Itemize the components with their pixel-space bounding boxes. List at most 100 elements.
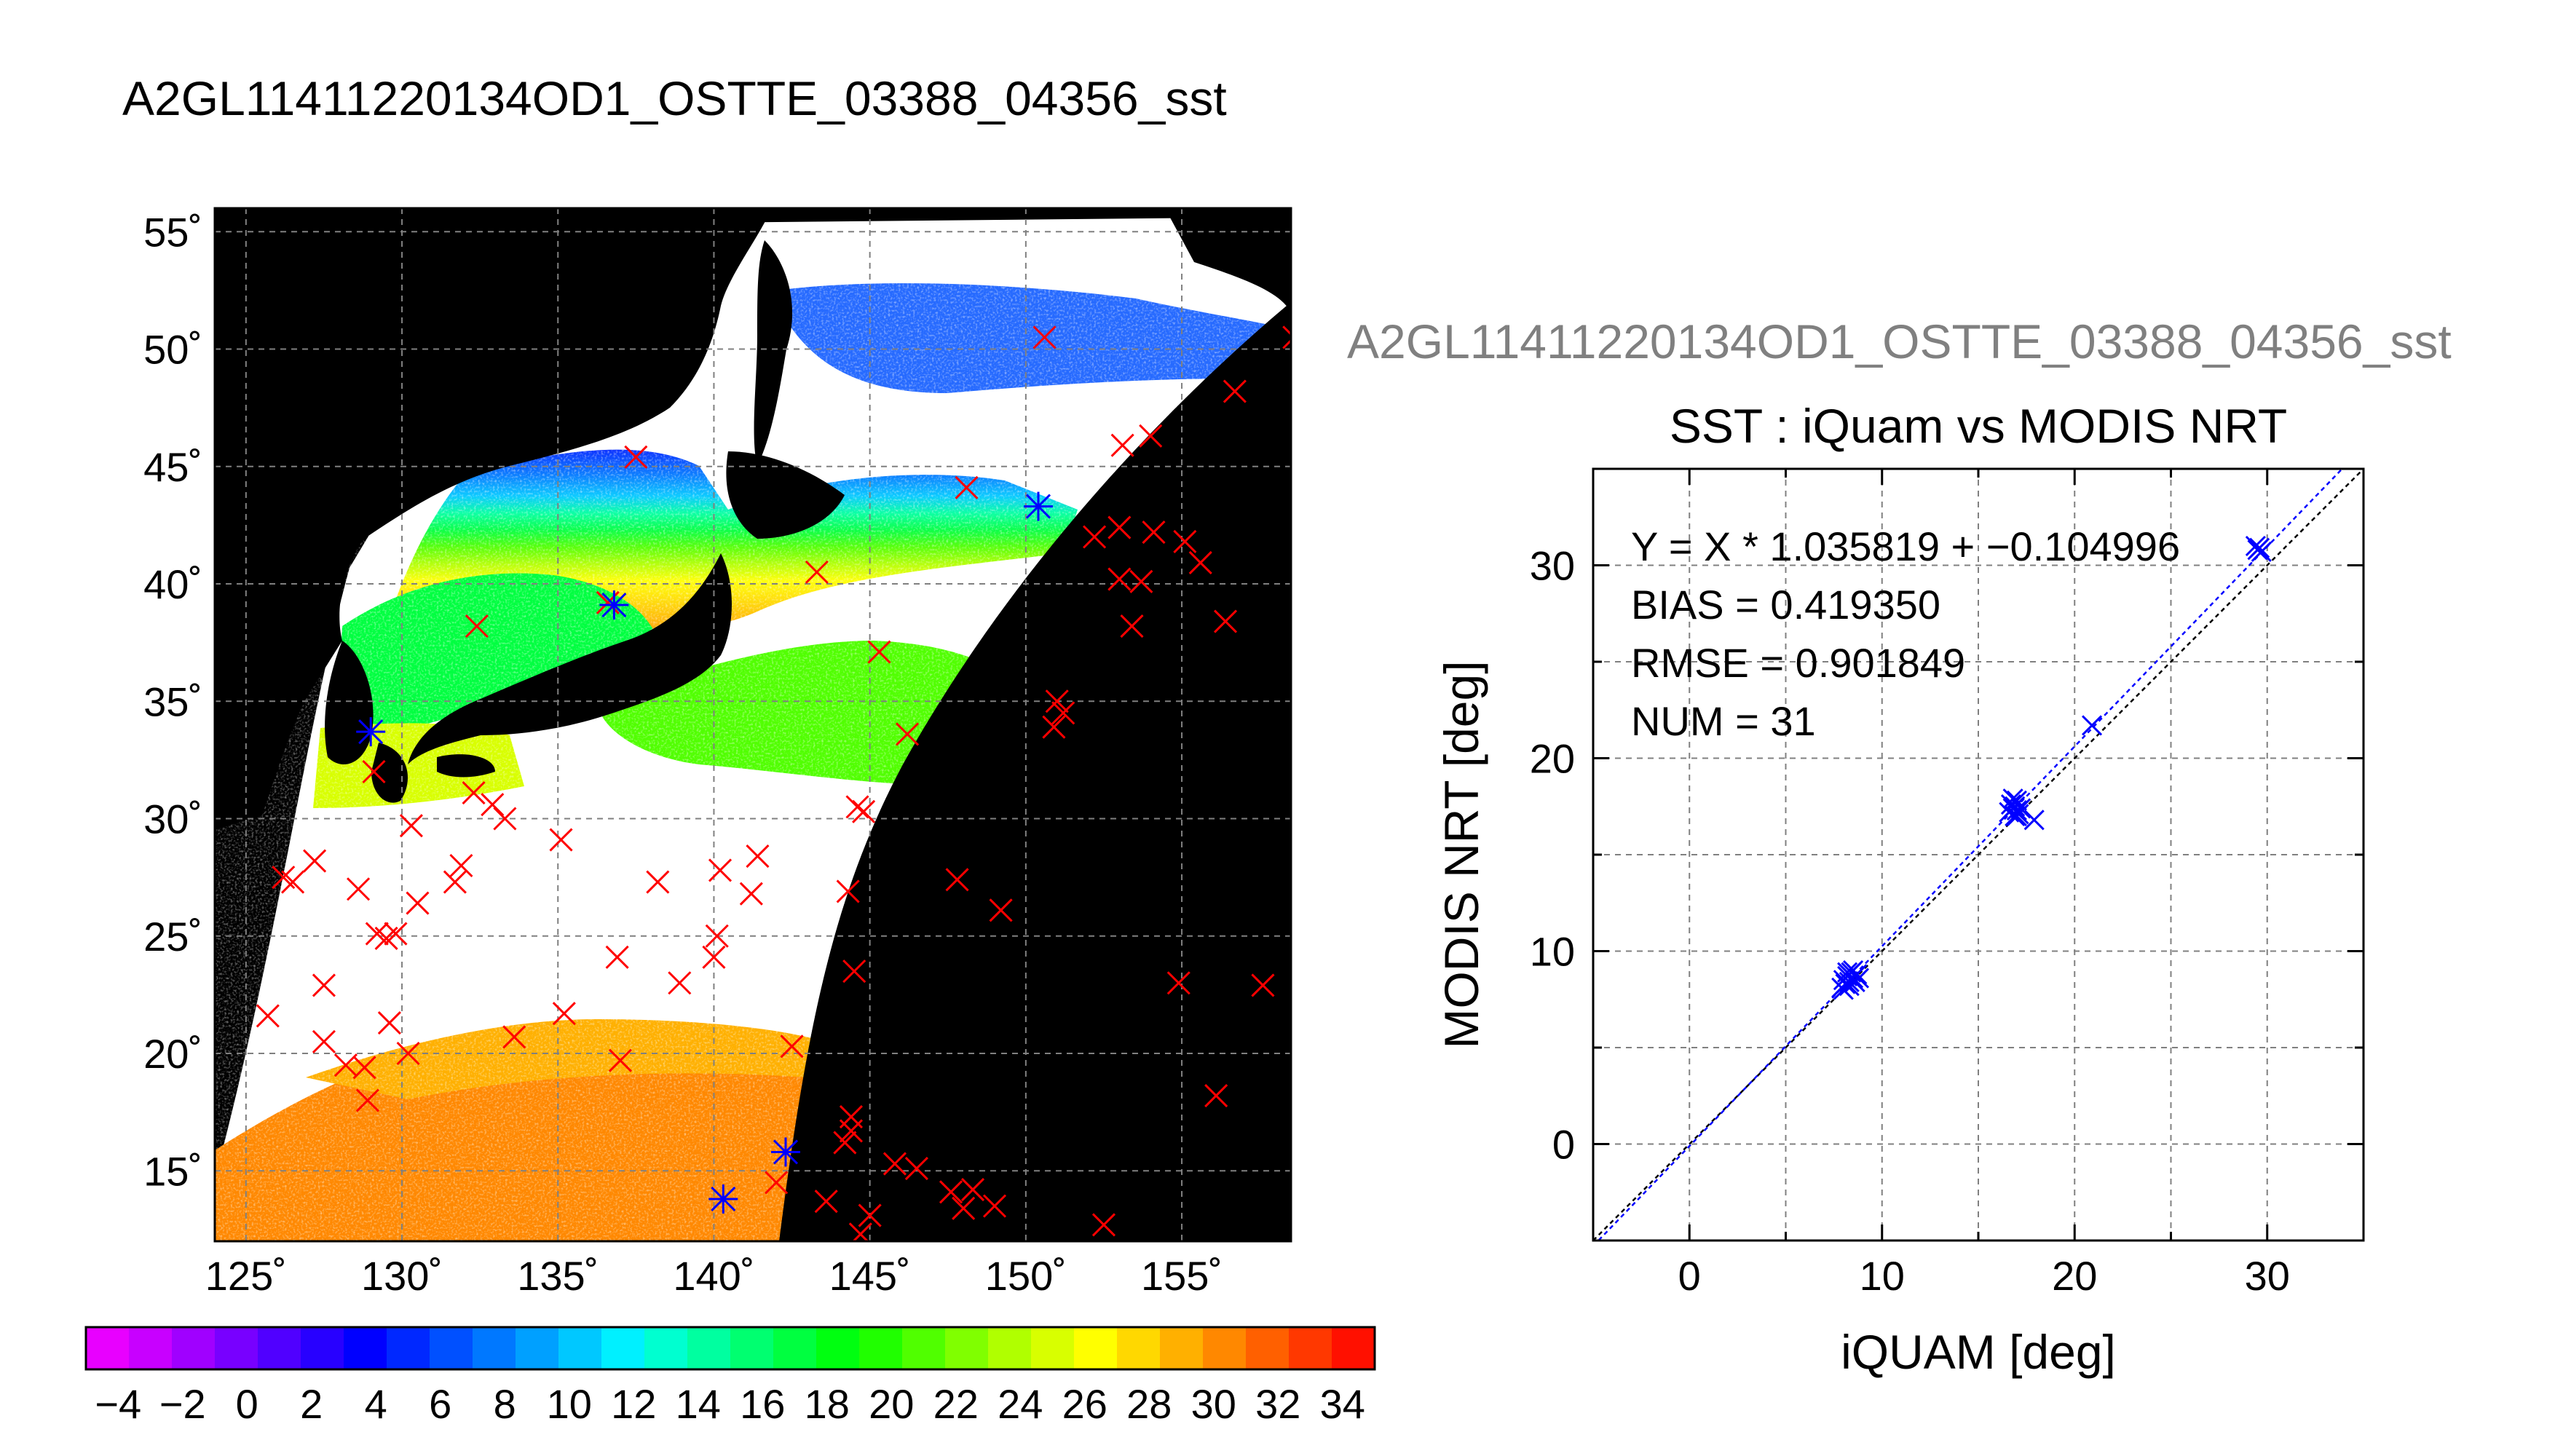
x-tick-label: 30 <box>2245 1253 2290 1299</box>
colorbar-tick-label: 12 <box>611 1381 656 1427</box>
unmatched-point <box>384 922 408 946</box>
unmatched-point <box>982 1194 1007 1218</box>
scatter-ticks: 0 10 20 30 0 10 20 30 <box>1530 467 2365 1299</box>
unmatched-point <box>814 1190 838 1214</box>
unmatched-point <box>1110 433 1134 457</box>
colorbar-swatch <box>1246 1327 1290 1369</box>
unmatched-point <box>399 814 423 838</box>
unmatched-point-b <box>552 1002 576 1026</box>
unmatched-point <box>852 799 876 823</box>
colorbar-swatch <box>859 1327 903 1369</box>
unmatched-point-b <box>399 814 423 838</box>
unmatched-point <box>952 1196 976 1220</box>
scatter-point-b <box>2000 794 2022 815</box>
x-tick-label: 0 <box>1678 1253 1701 1299</box>
unmatched-point-b <box>852 1222 872 1241</box>
unmatched-point <box>848 1222 872 1241</box>
unmatched-point-b <box>1083 525 1107 549</box>
colorbar-swatch <box>430 1327 473 1369</box>
lon-tick-label: 145˚ <box>829 1253 911 1299</box>
unmatched-point <box>989 898 1013 922</box>
unmatched-point-b <box>702 945 726 969</box>
unmatched-point-b <box>833 1131 857 1155</box>
stat-num: NUM = 31 <box>1631 698 1816 744</box>
unmatched-point <box>668 971 692 995</box>
unmatched-point-b <box>1251 973 1275 997</box>
unmatched-point <box>449 853 473 878</box>
colorbar: −4 −2 0 2 4 6 8 10 12 14 16 18 20 22 24 26 28 30 32 34 <box>84 1326 1376 1427</box>
unmatched-point-b <box>365 922 389 946</box>
unmatched-point-b <box>605 945 629 969</box>
scatter-point <box>2081 715 2103 736</box>
colorbar-tick-labels: −4 −2 0 2 4 6 8 10 12 14 16 18 20 22 24 26 28 30 32 34 <box>95 1381 1365 1427</box>
scatter-point-b <box>1839 971 1860 992</box>
unmatched-point <box>312 973 336 997</box>
matched-point <box>599 590 629 620</box>
colorbar-swatch <box>1117 1327 1161 1369</box>
scatter-point-b <box>1837 962 1858 983</box>
unmatched-point <box>836 879 860 903</box>
unmatched-point <box>882 1152 907 1176</box>
colorbar-swatch <box>344 1327 387 1369</box>
y-tick-label: 30 <box>1530 543 1575 589</box>
colorbar-swatch <box>601 1327 645 1369</box>
unmatched-point-b <box>765 1171 789 1195</box>
unmatched-point <box>552 1002 576 1026</box>
unmatched-point <box>1282 325 1291 349</box>
unmatched-point-b <box>904 1156 928 1181</box>
unmatched-point-b <box>384 922 408 946</box>
unmatched-point-b <box>377 1011 401 1035</box>
colorbar-swatch <box>172 1327 216 1369</box>
unmatched-point-b <box>945 868 969 892</box>
colorbar-swatch <box>473 1327 516 1369</box>
unmatched-point-b <box>1091 1213 1116 1237</box>
colorbar-swatch <box>687 1327 731 1369</box>
unmatched-point-b <box>836 879 860 903</box>
unmatched-point <box>303 849 327 873</box>
lat-tick-label: 40˚ <box>143 561 202 607</box>
unmatched-point-b <box>396 1041 420 1066</box>
unmatched-point <box>960 1177 985 1202</box>
unmatched-point-b <box>939 1180 963 1204</box>
unmatched-point-b <box>493 807 517 831</box>
colorbar-tick-label: 6 <box>429 1381 451 1427</box>
unmatched-point <box>646 870 670 894</box>
scatter-point-b <box>1843 960 1864 981</box>
unmatched-point <box>312 1029 336 1053</box>
unmatched-point <box>1251 973 1275 997</box>
matched-point <box>770 1137 800 1167</box>
unmatched-point-b <box>852 799 876 823</box>
unmatched-point-b <box>608 1048 632 1072</box>
unmatched-point-b <box>989 898 1013 922</box>
unmatched-point <box>462 780 486 805</box>
scatter-point-b <box>2023 810 2045 831</box>
colorbar-swatch <box>945 1327 989 1369</box>
colorbar-swatch <box>215 1327 258 1369</box>
unmatched-point-b <box>1107 515 1132 539</box>
unmatched-point <box>858 1203 882 1227</box>
matched-point <box>708 1184 738 1214</box>
land-sakhalin <box>754 240 793 466</box>
unmatched-point <box>377 1011 401 1035</box>
lat-tick-label: 20˚ <box>143 1031 202 1077</box>
unmatched-point <box>1142 520 1166 545</box>
unmatched-point-b <box>646 870 670 894</box>
land-kamchatka <box>1165 208 1291 313</box>
unmatched-point-b <box>443 870 467 894</box>
unmatched-point <box>362 759 386 784</box>
colorbar-tick-label: 18 <box>805 1381 850 1427</box>
unmatched-point <box>281 870 305 894</box>
scatter-point-b <box>2081 715 2103 736</box>
unmatched-point-b <box>333 1053 358 1077</box>
unmatched-point <box>1129 569 1153 593</box>
lon-tick-label: 125˚ <box>205 1253 287 1299</box>
unmatched-point <box>256 1004 280 1028</box>
scatter-point <box>2023 810 2045 831</box>
unmatched-point-b <box>281 870 305 894</box>
unmatched-point <box>1204 1083 1228 1108</box>
colorbar-tick-label: 28 <box>1126 1381 1172 1427</box>
scatter-point <box>2006 805 2027 827</box>
colorbar-tick-label: 26 <box>1062 1381 1107 1427</box>
unmatched-point <box>702 945 726 969</box>
unmatched-point <box>839 1119 864 1143</box>
